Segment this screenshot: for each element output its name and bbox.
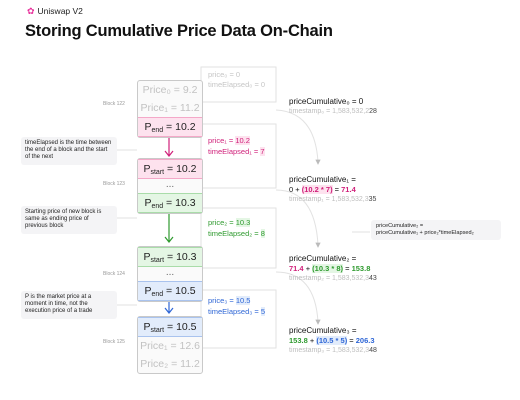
curve-2-arrow bbox=[315, 242, 321, 248]
cumulative-1-name: priceCumulative₁ = bbox=[289, 175, 356, 184]
block-125: Pstart = 10.5 Price₁ = 12.6 Price₂ = 11.… bbox=[137, 316, 203, 374]
cumulative-1: priceCumulative₁ = 0 + (10.2 * 7) = 71.4… bbox=[289, 175, 376, 205]
block123-pend: Pend = 10.3 bbox=[138, 193, 202, 213]
block-122: Price₀ = 9.2 Price₁ = 11.2 Pend = 10.2 bbox=[137, 80, 203, 138]
cumulative-1-expr: 0 + (10.2 * 7) = 71.4 bbox=[289, 185, 356, 194]
cumulative-0-name: priceCumulative₀ = 0 bbox=[289, 97, 364, 106]
page-title: Storing Cumulative Price Data On-Chain bbox=[25, 22, 333, 40]
block-123: Pstart = 10.2 ... Pend = 10.3 bbox=[137, 158, 203, 214]
block-label-122: Block 122 bbox=[103, 101, 125, 107]
timestamp-2: timestamp₂ = 1,583,532,343 bbox=[289, 275, 377, 282]
block125-pstart: Pstart = 10.5 bbox=[138, 317, 202, 337]
block-label-125: Block 125 bbox=[103, 339, 125, 345]
cumulative-3-expr: 153.8 + (10.5 * 5) = 206.3 bbox=[289, 336, 375, 345]
cumulative-3-name: priceCumulative₃ = bbox=[289, 326, 357, 335]
cumulative-2-name: priceCumulative₂ = bbox=[289, 254, 357, 263]
timestamp-1: timestamp₁ = 1,583,532,335 bbox=[289, 196, 377, 203]
formula-line2: priceCumulative₁ + price₂*timeElapsed₂ bbox=[376, 230, 474, 236]
curve-1 bbox=[275, 109, 319, 163]
arrow-blue-head bbox=[164, 307, 174, 314]
note-market-price: P is the market price at a moment in tim… bbox=[21, 291, 117, 319]
block-124: Pstart = 10.3 ... Pend = 10.5 bbox=[137, 246, 203, 302]
price0-label: price₀ = 0 bbox=[208, 70, 241, 79]
elapsed1-box bbox=[200, 123, 277, 189]
block125-price1: Price₁ = 12.6 bbox=[140, 340, 200, 352]
block123-dots: ... bbox=[165, 179, 175, 190]
timestamp-3: timestamp₃ = 1,583,532,348 bbox=[289, 347, 377, 354]
curve-2 bbox=[275, 189, 319, 246]
arrow-pink-head bbox=[164, 150, 174, 157]
block-label-123: Block 123 bbox=[103, 181, 125, 187]
price3-label: price₃ = 10.5 bbox=[208, 296, 251, 305]
timestamp-0: timestamp₀ = 1,583,532,228 bbox=[289, 108, 377, 115]
elapsed2-label: timeElapsed₂ = 8 bbox=[208, 229, 265, 238]
block122-price0: Price₀ = 9.2 bbox=[142, 84, 198, 96]
cumulative-2-expr: 71.4 + (10.3 * 8) = 153.8 bbox=[289, 264, 371, 273]
brand-label: Uniswap V2 bbox=[37, 6, 83, 16]
note-time-elapsed: timeElapsed is the time between the end … bbox=[21, 137, 117, 165]
cumulative-3: priceCumulative₃ = 153.8 + (10.5 * 5) = … bbox=[289, 326, 377, 356]
block122-pend: Pend = 10.2 bbox=[138, 117, 202, 137]
block125-price2: Price₂ = 11.2 bbox=[140, 358, 200, 370]
cumulative-0: priceCumulative₀ = 0 timestamp₀ = 1,583,… bbox=[289, 97, 377, 117]
unicorn-icon: ✿ bbox=[27, 5, 35, 16]
cumulative-2: priceCumulative₂ = 71.4 + (10.3 * 8) = 1… bbox=[289, 254, 377, 284]
brand: ✿ Uniswap V2 bbox=[27, 6, 83, 16]
formula-note: priceCumulative₂ = priceCumulative₁ + pr… bbox=[371, 220, 501, 240]
elapsed1-label: timeElapsed₁ = 7 bbox=[208, 147, 265, 156]
note-starting-price: Starting price of new block is same as e… bbox=[21, 206, 117, 234]
block123-pstart: Pstart = 10.2 bbox=[138, 159, 202, 179]
block124-pend: Pend = 10.5 bbox=[138, 281, 202, 301]
price2-label: price₂ = 10.3 bbox=[208, 218, 251, 227]
block124-dots: ... bbox=[165, 267, 175, 278]
curve-3 bbox=[275, 271, 319, 323]
arrow-green-head bbox=[164, 236, 174, 243]
formula-line1: priceCumulative₂ = bbox=[376, 223, 424, 229]
curve-3-arrow bbox=[315, 319, 321, 325]
block-label-124: Block 124 bbox=[103, 271, 125, 277]
curve-1-arrow bbox=[315, 159, 321, 165]
elapsed3-label: timeElapsed₃ = 5 bbox=[208, 307, 266, 316]
elapsed2-box bbox=[200, 207, 277, 269]
block124-pstart: Pstart = 10.3 bbox=[138, 247, 202, 267]
block122-price1: Price₁ = 11.2 bbox=[140, 102, 200, 114]
elapsed0-label: timeElapsed₀ = 0 bbox=[208, 80, 266, 89]
price1-label: price₁ = 10.2 bbox=[208, 136, 250, 145]
